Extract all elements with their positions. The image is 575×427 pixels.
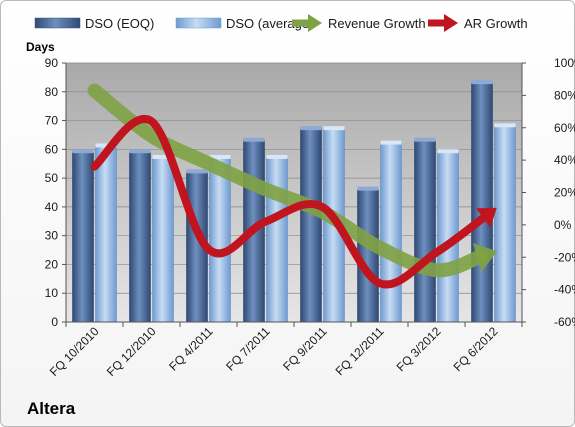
- bar-cap: [72, 149, 94, 154]
- y2-tick-label: 0%: [554, 218, 572, 232]
- bar-dso-average: [152, 157, 174, 323]
- bar-cap: [437, 149, 459, 154]
- arrowhead-ar-growth: [476, 207, 497, 228]
- x-tick-label: FQ 9/2011: [280, 324, 330, 374]
- legend-item-dso-eoq: DSO (EOQ): [34, 16, 154, 31]
- legend-label-dso-average: DSO (average): [226, 16, 313, 31]
- y2-tick-label: 80%: [554, 88, 575, 102]
- legend-item-revenue-growth: Revenue Growth: [292, 14, 426, 32]
- x-tick-label: FQ 7/2011: [223, 324, 273, 374]
- x-tick-label: FQ 3/2012: [394, 324, 444, 374]
- y-tick-label: 20: [45, 257, 59, 271]
- bar-cap: [380, 140, 402, 145]
- legend-item-ar-growth: AR Growth: [428, 14, 528, 32]
- legend-label-dso-eoq: DSO (EOQ): [85, 16, 154, 31]
- y-tick-label: 10: [45, 286, 59, 300]
- x-tick-label: FQ 10/2010: [47, 324, 102, 379]
- arrowhead-revenue-growth: [472, 243, 498, 272]
- bar-cap: [209, 154, 231, 159]
- bar-dso-eoq: [414, 140, 436, 323]
- bar-cap: [95, 143, 117, 148]
- bar-cap: [152, 154, 174, 159]
- bar-cap: [323, 126, 345, 131]
- y2-tick-label: -20%: [554, 250, 575, 264]
- legend-arrow-revenue-growth: [308, 14, 322, 32]
- line-revenue-growth: [87, 83, 488, 278]
- bar-dso-average: [95, 146, 117, 323]
- y2-tick-label: 60%: [554, 121, 575, 135]
- bar-dso-eoq: [129, 151, 151, 323]
- growth-lines: [87, 83, 498, 289]
- bar-cap: [300, 126, 322, 131]
- y-tick-label: 0: [51, 315, 58, 329]
- bar-dso-eoq: [72, 151, 94, 323]
- legend-swatch-dso-eoq: [34, 17, 81, 29]
- bar-cap: [414, 137, 436, 142]
- y-tick-label: 80: [45, 85, 59, 99]
- company-name: Altera: [27, 399, 76, 418]
- y2-tick-label: 40%: [554, 153, 575, 167]
- x-tick-label: FQ 12/2011: [333, 324, 387, 378]
- bar-dso-eoq: [471, 82, 493, 323]
- legend-item-dso-average: DSO (average): [175, 16, 313, 31]
- y2-tick-label: -40%: [554, 283, 575, 297]
- legend-arrow-ar-growth: [444, 14, 458, 32]
- bar-cap: [471, 80, 493, 85]
- y-tick-label: 90: [45, 56, 59, 70]
- y-axis-title: Days: [26, 40, 55, 54]
- x-tick-label: FQ 6/2012: [451, 324, 501, 374]
- bar-cap: [186, 169, 208, 174]
- y-tick-label: 50: [45, 171, 59, 185]
- bar-dso-average: [209, 157, 231, 323]
- legend: DSO (EOQ) DSO (average) Revenue Growth A…: [34, 14, 528, 32]
- legend-label-ar-growth: AR Growth: [464, 16, 528, 31]
- y2-tick-label: -60%: [554, 315, 575, 329]
- bar-cap: [129, 149, 151, 154]
- y2-tick-label: 20%: [554, 186, 575, 200]
- y2-tick-label: 100%: [554, 56, 575, 70]
- bar-cap: [494, 123, 516, 128]
- bar-cap: [243, 137, 265, 142]
- y-tick-label: 40: [45, 200, 59, 214]
- line-ar-growth: [90, 115, 489, 289]
- bar-dso-average: [494, 126, 516, 323]
- legend-swatch-dso-average: [175, 17, 222, 29]
- bar-cap: [266, 154, 288, 159]
- x-tick-label: FQ 4/2011: [166, 324, 216, 374]
- y-tick-label: 60: [45, 142, 59, 156]
- bar-dso-average: [380, 143, 402, 323]
- bar-dso-eoq: [300, 128, 322, 323]
- x-tick-label: FQ 12/2010: [104, 324, 159, 379]
- y-tick-label: 30: [45, 229, 59, 243]
- bar-cap: [357, 186, 379, 191]
- y-tick-label: 70: [45, 114, 59, 128]
- bar-dso-average: [266, 157, 288, 323]
- legend-label-revenue-growth: Revenue Growth: [328, 16, 426, 31]
